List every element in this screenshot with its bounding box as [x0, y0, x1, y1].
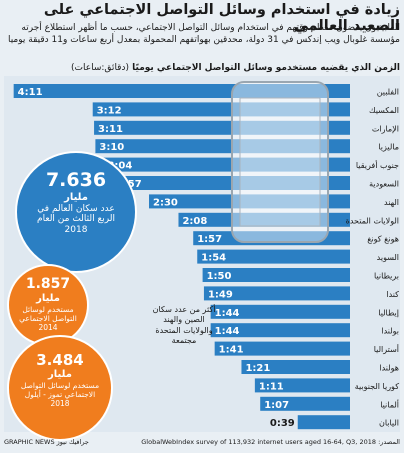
- category-label: الولايات المتحدة: [346, 216, 399, 225]
- callout-number: 1.857: [25, 276, 71, 293]
- bar: [92, 102, 350, 117]
- category-label: كوريا الجنوبية: [355, 382, 400, 391]
- category-label: إيطاليا: [378, 308, 399, 318]
- phone-screen: [239, 97, 321, 227]
- value-label: 1:07: [264, 400, 289, 411]
- unit-note: (دقائق:ساعات): [71, 63, 130, 73]
- category-label: السعودية: [369, 180, 399, 189]
- value-label: 1:44: [215, 326, 240, 337]
- bar: [197, 249, 350, 264]
- value-label: 1:49: [208, 289, 233, 300]
- bar: [95, 139, 351, 154]
- value-label: 3:04: [107, 161, 132, 172]
- value-label: 1:41: [219, 345, 244, 356]
- value-label: 3:10: [99, 142, 124, 153]
- phone: [231, 81, 329, 243]
- value-label: 1:50: [207, 271, 232, 282]
- title: زيادة في استخدام وسائل التواصل الاجتماعي…: [43, 2, 400, 34]
- note: أكثر من عدد سكان الصين والهند والولايات …: [152, 305, 216, 346]
- category-label: أستراليا: [374, 344, 399, 354]
- bar: [241, 360, 350, 374]
- chart-title: الزمن الذي يقضيه مستخدمو وسائل التواصل ا…: [4, 63, 400, 73]
- callout-text: 7.636 مليار عدد سكان العالم في الربع الثال…: [28, 169, 124, 236]
- bar: [254, 378, 350, 393]
- callout-number: 3.484: [36, 350, 84, 369]
- callout-text: مستخدم لوسائل التواصل الاجتماعي تموز - أ…: [20, 380, 100, 408]
- category-label: ألمانيا: [380, 399, 399, 409]
- source: المصدر: GlobalWebIndex survey of 113,932…: [141, 438, 400, 446]
- callout-unit: مليار: [48, 368, 72, 380]
- category-label: الإمارات: [372, 124, 399, 134]
- value-label: 2:30: [153, 197, 178, 208]
- callout-unit: مليار: [36, 292, 60, 304]
- callout-circle: [15, 151, 137, 273]
- callout-circle: [7, 335, 113, 441]
- bar: [210, 323, 350, 338]
- category-label: الهند: [384, 198, 399, 207]
- category-label: السويد: [377, 253, 399, 262]
- bar: [260, 396, 350, 411]
- value-label: 1:44: [215, 308, 240, 319]
- bar: [203, 286, 350, 301]
- chart-title-text: الزمن الذي يقضيه مستخدمو وسائل التواصل ا…: [132, 63, 400, 73]
- category-label: ماليزيا: [378, 143, 399, 152]
- value-label: 3:11: [98, 124, 123, 135]
- category-label: هولندا: [379, 364, 399, 373]
- value-label: 1:21: [245, 363, 270, 374]
- value-label: 1:54: [201, 253, 226, 264]
- value-label: 1:11: [259, 381, 284, 392]
- value-label: 0:39: [270, 418, 295, 429]
- bar: [94, 120, 350, 135]
- category-label: الفلبين: [377, 88, 399, 97]
- callout-unit: مليار: [64, 191, 88, 203]
- bar: [297, 415, 350, 430]
- bar: [210, 304, 350, 319]
- category-label: المكسيك: [369, 106, 399, 115]
- bar: [178, 212, 350, 227]
- category-label: كندا: [386, 290, 399, 299]
- value-label: 3:12: [97, 105, 122, 116]
- bar: [13, 84, 350, 98]
- callout-number: 7.636: [45, 168, 107, 191]
- category-label: هونغ كونغ: [367, 235, 399, 244]
- category-label: بريطانيا: [374, 272, 399, 281]
- value-label: 4:11: [18, 87, 43, 98]
- category-label: اليابان: [379, 419, 399, 428]
- subtitle: الفلبينيون يقضون معظم وقتهم في استخدام و…: [7, 23, 400, 46]
- callout-text: 1.857 مليار مستخدم لوسائل التواصل الاجتماع…: [16, 276, 80, 332]
- category-label: جنوب أفريقيا: [356, 160, 399, 170]
- bar: [149, 194, 350, 209]
- callout-text: 3.484 مليار مستخدم لوسائل التواصل الاجتماع…: [18, 351, 101, 408]
- value-label: 1:57: [197, 234, 222, 245]
- credit: GRAPHIC NEWS جرافيك نيوز: [4, 438, 89, 446]
- bar: [214, 341, 350, 356]
- value-label: 2:08: [182, 216, 207, 227]
- callout-text: عدد سكان العالم في الربع الثالث من العام…: [37, 203, 115, 236]
- bar: [103, 157, 350, 172]
- bar: [202, 268, 350, 282]
- callout-text: مستخدم لوسائل التواصل الاجتماعي 2014: [19, 304, 77, 332]
- category-label: بولندا: [381, 327, 399, 336]
